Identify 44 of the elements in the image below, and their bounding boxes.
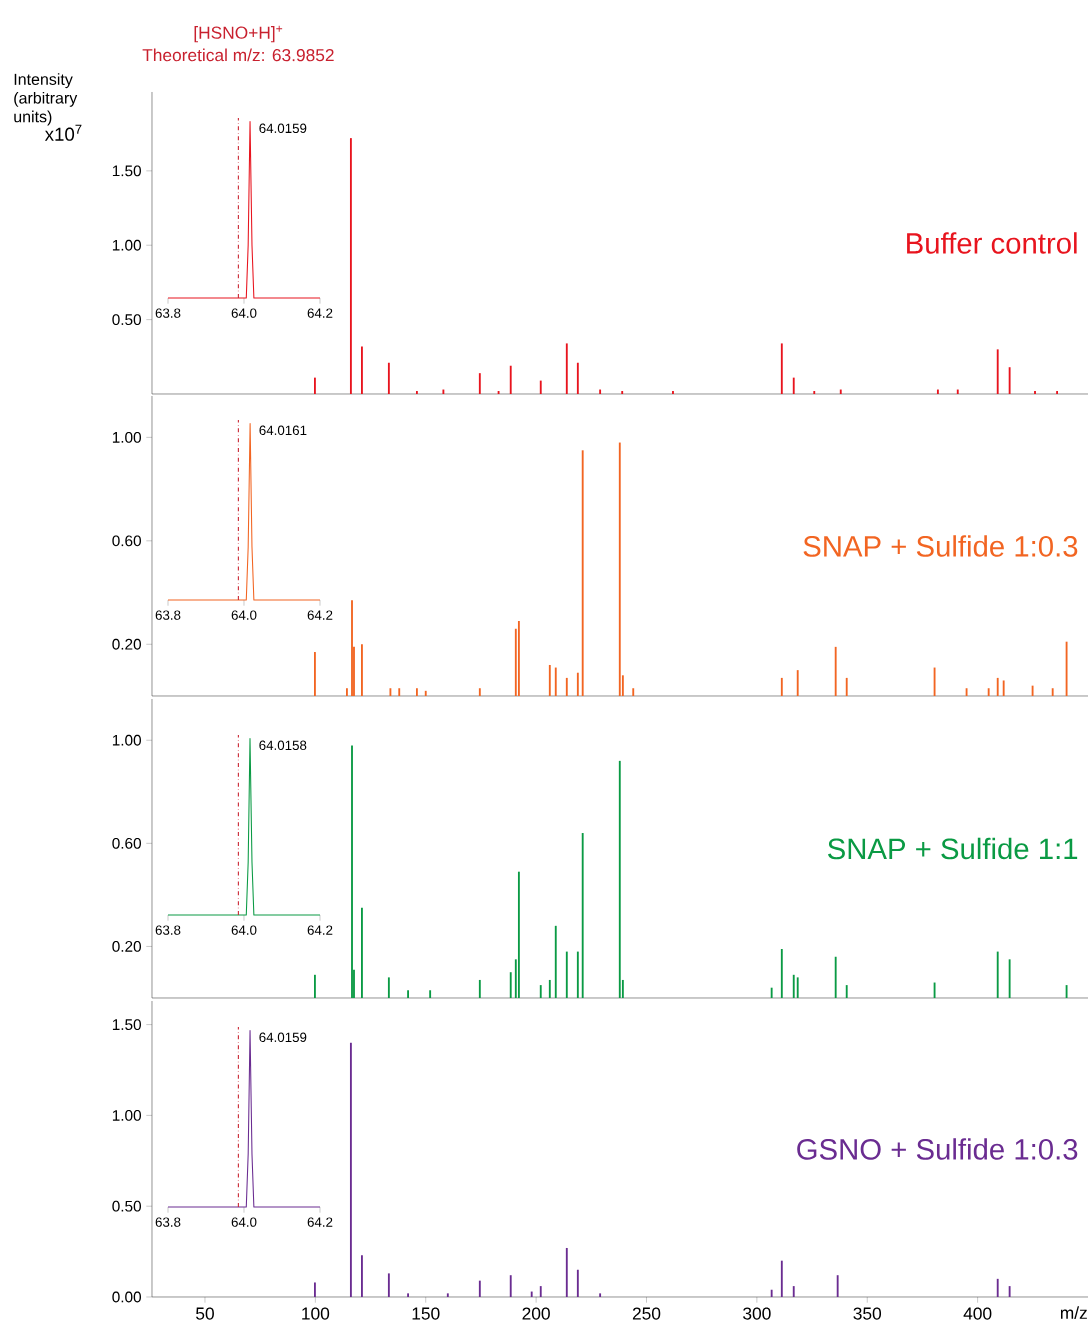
y-tick-label: 0.20	[112, 638, 141, 650]
y-tick-label: 1.00	[112, 431, 141, 443]
x-tick-label: 64.0	[231, 925, 257, 935]
y-tick-label: 1.00	[112, 1109, 141, 1121]
x-tick-label: 63.8	[155, 308, 181, 318]
annotation: 64.0159	[259, 123, 307, 133]
x-axis-title: m/z	[1060, 1306, 1087, 1319]
ref-line-label: Theoretical m/z: 63.9852	[142, 48, 334, 62]
y-tick-label: 1.50	[112, 1019, 141, 1031]
x-tick-label: 200	[522, 1307, 550, 1320]
x-tick-label: 63.8	[155, 610, 181, 620]
y-tick-label: 0.20	[112, 941, 141, 952]
x-tick-label: 63.8	[155, 1217, 181, 1227]
text: Buffer control	[907, 232, 1077, 254]
text: SNAP + Sulfide 1:0.3	[803, 535, 1078, 557]
y-tick-label: 1.00	[112, 734, 141, 746]
y-tick-label: 0.00	[112, 1291, 141, 1303]
y-tick-label: 0.60	[112, 837, 141, 849]
x-tick-label: 50	[196, 1307, 214, 1320]
x-tick-label: 64.2	[307, 610, 333, 620]
annotation: 64.0159	[259, 1032, 307, 1043]
x-tick-label: 64.0	[231, 308, 257, 318]
x-tick-label: 64.2	[307, 1217, 333, 1227]
x-tick-label: 64.0	[231, 610, 257, 620]
y-tick-label: 1.50	[112, 165, 141, 177]
x-tick-label: 64.2	[307, 925, 333, 935]
x-tick-label: 63.8	[155, 925, 181, 935]
annotation: 64.0158	[259, 740, 307, 751]
y-tick-label: 0.60	[112, 535, 141, 547]
x-tick-label: 250	[632, 1307, 661, 1320]
y-tick-label: 0.50	[112, 314, 141, 326]
text: SNAP + Sulfide 1:1	[828, 837, 1078, 860]
x-tick-label: 400	[963, 1307, 992, 1320]
text: [HSNO+H]$^{+}$	[194, 25, 283, 43]
text: GSNO + Sulfide 1:0.3	[797, 1138, 1078, 1160]
x-tick-label: 150	[412, 1307, 440, 1320]
x-tick-label: 350	[853, 1307, 882, 1320]
annotation: 64.0161	[259, 425, 307, 435]
y-tick-label: 0.50	[112, 1200, 141, 1212]
y-tick-label: 1.00	[112, 239, 141, 251]
x-tick-label: 64.0	[231, 1217, 257, 1227]
x-tick-label: 100	[302, 1307, 330, 1320]
x-tick-label: 64.2	[307, 308, 333, 318]
x-tick-label: 300	[743, 1307, 771, 1320]
